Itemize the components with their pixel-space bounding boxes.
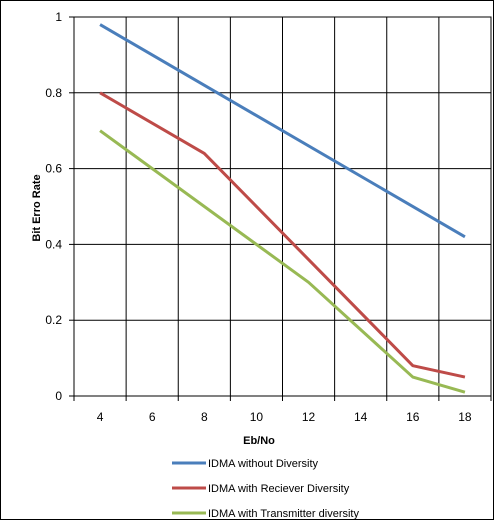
y-tick-label: 0.4 bbox=[45, 237, 62, 251]
y-axis-label: Bit Erro Rate bbox=[31, 174, 43, 241]
y-tick-label: 0.8 bbox=[45, 86, 62, 100]
x-tick-label: 10 bbox=[250, 410, 264, 424]
tick-labels: 00.20.40.60.814 6 8 10 12 14 16 18 bbox=[45, 10, 472, 424]
x-tick-label: 16 bbox=[406, 410, 420, 424]
x-tick-label: 18 bbox=[458, 410, 472, 424]
legend-label: IDMA with Transmitter diversity bbox=[208, 508, 359, 520]
x-tick-label: 8 bbox=[201, 410, 208, 424]
legend-label: IDMA with Reciever Diversity bbox=[208, 483, 350, 495]
series-lines bbox=[99, 23, 466, 394]
x-tick-label: 4 bbox=[97, 410, 104, 424]
y-tick-label: 0.2 bbox=[45, 313, 62, 327]
series-line-3 bbox=[99, 129, 466, 394]
grid bbox=[69, 16, 492, 401]
legend-label: IDMA without Diversity bbox=[208, 458, 319, 470]
x-tick-label: 12 bbox=[302, 410, 316, 424]
y-tick-label: 1 bbox=[55, 10, 62, 24]
series-line-2 bbox=[99, 91, 466, 379]
y-tick-label: 0.6 bbox=[45, 162, 62, 176]
x-tick-label: 14 bbox=[354, 410, 368, 424]
legend: IDMA without Diversity IDMA with Reciever… bbox=[172, 458, 359, 520]
x-axis-label: Eb/No bbox=[243, 435, 275, 447]
series-line-1 bbox=[99, 23, 466, 239]
x-tick-label: 6 bbox=[149, 410, 156, 424]
y-tick-label: 0 bbox=[55, 389, 62, 403]
